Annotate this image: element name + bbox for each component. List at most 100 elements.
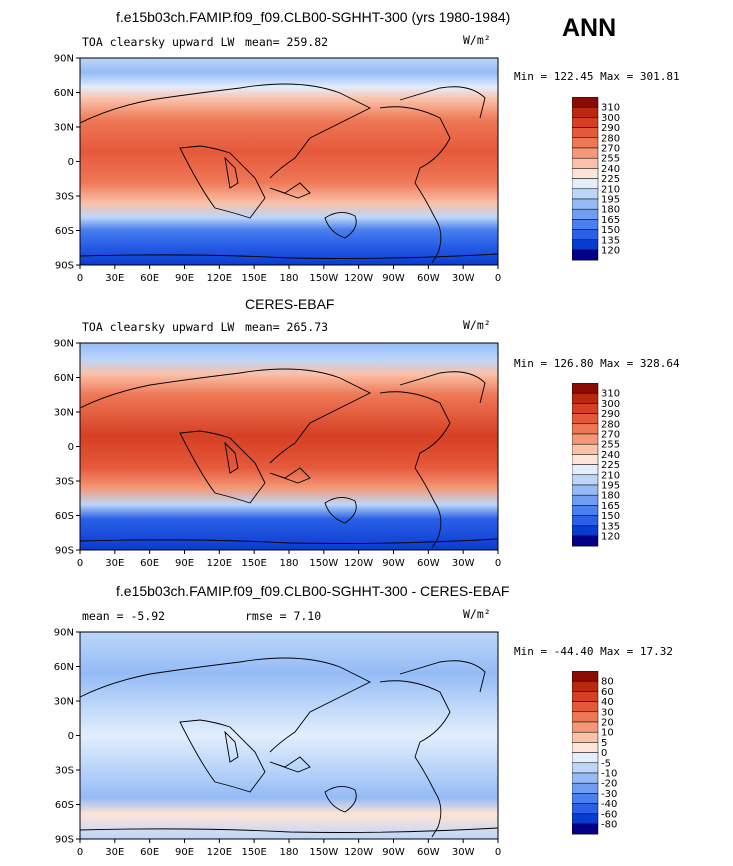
season-label: ANN xyxy=(562,14,617,42)
lon-tick-label: 150W xyxy=(309,558,338,569)
lon-tick-label: 120E xyxy=(207,847,232,858)
colorbar-box xyxy=(571,208,599,220)
lon-tick-label: 90W xyxy=(382,273,405,284)
colorbar-box xyxy=(571,96,599,108)
colorbar-box xyxy=(571,433,599,445)
lat-tick-label: 30S xyxy=(55,766,74,777)
colorbar-box xyxy=(571,474,599,486)
lat-tick-label: 90S xyxy=(55,835,74,846)
lat-tick-label: 0 xyxy=(68,442,74,453)
lon-tick-label: 120E xyxy=(207,558,232,569)
panel3-coastlines xyxy=(79,657,499,838)
lon-tick-label: 90E xyxy=(175,273,194,284)
lon-tick-label: 60W xyxy=(417,273,440,284)
colorbar-box xyxy=(571,239,599,251)
colorbar-label: 270 xyxy=(601,144,620,155)
colorbar-box xyxy=(571,403,599,414)
panel3-minmax: Min = -44.40 Max = 17.32 xyxy=(514,645,673,658)
colorbar-label: 180 xyxy=(601,491,620,502)
colorbar-box xyxy=(571,515,599,527)
lon-tick-label: 30E xyxy=(105,273,124,284)
lon-tick-label: 150W xyxy=(309,847,338,858)
colorbar-label: 280 xyxy=(601,133,620,144)
lon-tick-label: 0 xyxy=(77,847,83,858)
lon-tick-label: 30W xyxy=(452,847,475,858)
colorbar-label: 60 xyxy=(601,687,614,698)
colorbar-box xyxy=(571,198,599,210)
lon-tick-label: 60E xyxy=(140,847,159,858)
lat-tick-label: 90S xyxy=(55,261,74,272)
colorbar-box xyxy=(571,680,599,692)
panel3-rmse-label: rmse = 7.10 xyxy=(245,609,322,623)
lat-tick-label: 60S xyxy=(55,511,74,522)
lon-tick-label: 150E xyxy=(241,558,266,569)
colorbar-box xyxy=(571,137,599,149)
colorbar-box xyxy=(571,721,599,733)
lon-tick-label: 120W xyxy=(344,558,373,569)
panel2-colorbar: 310 300 290 280 270 255 240 225 210 195 180 165 150 1… xyxy=(571,382,652,555)
colorbar-box xyxy=(571,229,599,241)
colorbar-label: 300 xyxy=(601,113,620,124)
panel1-minmax: Min = 122.45 Max = 301.81 xyxy=(514,70,680,83)
panel2-mean-label: mean= 265.73 xyxy=(245,320,329,334)
panel2-units: W/m² xyxy=(463,318,491,332)
lon-tick-label: 90E xyxy=(175,847,194,858)
lon-tick-label: 30E xyxy=(105,558,124,569)
lon-tick-label: 0 xyxy=(495,273,501,284)
lon-tick-label: 90E xyxy=(175,558,194,569)
lat-tick-label: 30S xyxy=(55,192,74,203)
panel1-coastlines xyxy=(79,83,499,264)
colorbar-label: 210 xyxy=(601,184,620,195)
lon-tick-label: 0 xyxy=(495,847,501,858)
lat-tick-label: 90N xyxy=(54,628,74,639)
colorbar-label: 310 xyxy=(601,389,620,400)
colorbar-label: 240 xyxy=(601,450,620,461)
colorbar-box xyxy=(571,691,599,702)
colorbar-box xyxy=(571,188,599,200)
panel3-title: f.e15b03ch.FAMIP.f09_f09.CLB00-SGHHT-300… xyxy=(116,583,510,599)
panel1-colorbar: 310 300 290 280 270 255 240 225 210 195 180 165 150 1… xyxy=(571,96,652,269)
colorbar-box xyxy=(571,484,599,496)
lat-tick-label: 60N xyxy=(54,373,74,384)
colorbar-label: 290 xyxy=(601,409,620,420)
lat-tick-label: 60N xyxy=(54,662,74,673)
panel3-units: W/m² xyxy=(463,607,491,621)
colorbar-label: 310 xyxy=(601,103,620,114)
colorbar-box xyxy=(571,178,599,190)
colorbar-box xyxy=(571,813,599,825)
lat-tick-label: 30N xyxy=(54,408,74,419)
lon-tick-label: 180 xyxy=(279,847,298,858)
colorbar-box xyxy=(571,464,599,476)
colorbar-label: 120 xyxy=(601,246,620,257)
lon-tick-label: 90W xyxy=(382,847,405,858)
colorbar-label: 165 xyxy=(601,215,620,226)
panel3-mean-label: mean = -5.92 xyxy=(82,609,166,623)
panel2-coastlines xyxy=(79,368,499,549)
lon-tick-label: 60E xyxy=(140,558,159,569)
panel3-field xyxy=(80,632,498,839)
colorbar-box xyxy=(571,106,599,118)
panel1-title: f.e15b03ch.FAMIP.f09_f09.CLB00-SGHHT-300… xyxy=(116,9,511,25)
colorbar-box xyxy=(571,127,599,139)
colorbar-box xyxy=(571,443,599,455)
lat-tick-label: 30S xyxy=(55,477,74,488)
colorbar-label: -5 xyxy=(601,758,611,769)
colorbar-label: 135 xyxy=(601,235,620,246)
colorbar-label: 30 xyxy=(601,707,614,718)
colorbar-label: 225 xyxy=(601,460,620,471)
lat-tick-label: 0 xyxy=(68,731,74,742)
colorbar-label: 195 xyxy=(601,481,620,492)
colorbar-box xyxy=(571,505,599,516)
colorbar-box xyxy=(571,711,599,723)
lon-tick-label: 120W xyxy=(344,847,373,858)
panel2-variable-label: TOA clearsky upward LW xyxy=(82,320,235,334)
colorbar-box xyxy=(571,392,599,404)
lon-tick-label: 150E xyxy=(241,847,266,858)
colorbar-label: 225 xyxy=(601,174,620,185)
colorbar-label: 10 xyxy=(601,728,614,739)
colorbar-box xyxy=(571,382,599,394)
lat-tick-label: 90S xyxy=(55,546,74,557)
colorbar-box xyxy=(571,219,599,230)
colorbar-label: 195 xyxy=(601,195,620,206)
